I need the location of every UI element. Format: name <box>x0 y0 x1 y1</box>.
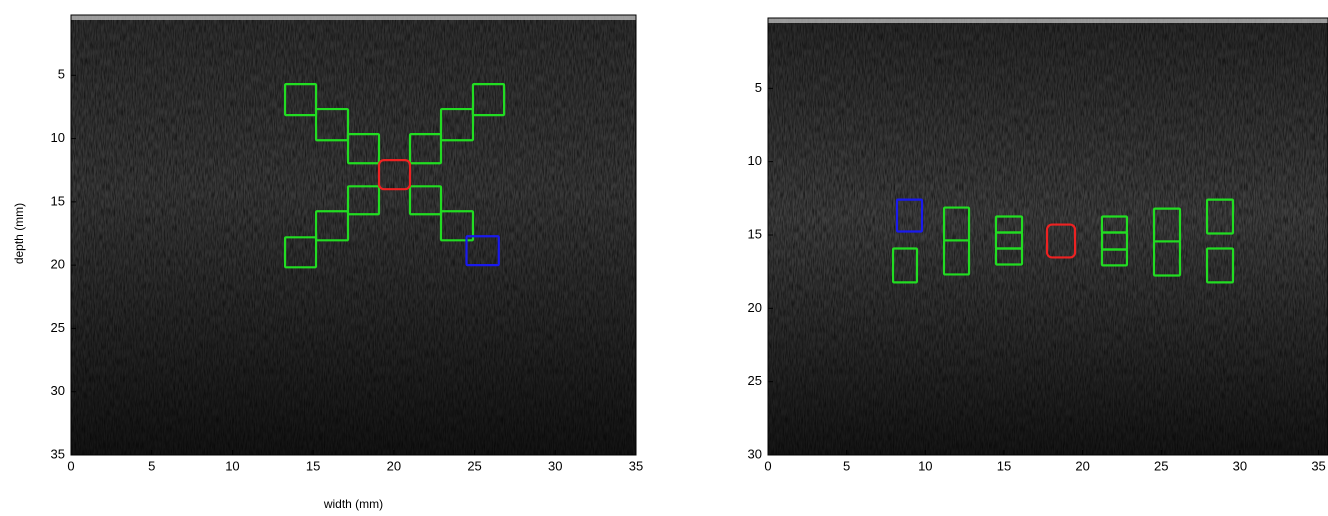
image-surface <box>71 15 636 20</box>
y-tick-label: 5 <box>755 80 762 95</box>
roi-box <box>283 236 318 269</box>
roi-box <box>895 198 924 233</box>
axes-frame <box>767 17 1328 456</box>
x-tick-label: 0 <box>764 458 771 473</box>
y-tick-label: 5 <box>58 67 65 82</box>
x-tick-label: 5 <box>148 458 155 473</box>
roi-box <box>439 107 475 142</box>
x-tick-label: 35 <box>629 458 643 473</box>
roi-box <box>1100 248 1129 267</box>
roi-box <box>1205 198 1235 235</box>
x-tick-label: 35 <box>1311 458 1325 473</box>
y-tick-label: 20 <box>748 300 762 315</box>
y-tick-label: 30 <box>748 446 762 461</box>
roi-box <box>346 185 381 216</box>
roi-box <box>1205 247 1235 284</box>
roi-box <box>377 158 412 191</box>
y-tick-label: 25 <box>51 320 65 335</box>
x-tick-label: 20 <box>1075 458 1089 473</box>
roi-box <box>465 235 500 267</box>
y-tick-label: 15 <box>748 226 762 241</box>
y-tick-label: 10 <box>51 130 65 145</box>
y-tick-label: 25 <box>748 373 762 388</box>
roi-box <box>408 185 443 216</box>
x-tick-label: 30 <box>1233 458 1247 473</box>
roi-box <box>408 133 443 165</box>
x-tick-label: 25 <box>1154 458 1168 473</box>
roi-box <box>994 247 1024 266</box>
roi-box <box>471 83 506 117</box>
y-tick-label: 10 <box>748 153 762 168</box>
roi-box <box>314 210 350 242</box>
y-tick-label: 30 <box>51 383 65 398</box>
roi-box <box>942 239 971 276</box>
x-tick-label: 10 <box>918 458 932 473</box>
y-axis-label: depth (mm) <box>12 203 26 264</box>
roi-box <box>314 107 350 142</box>
image-speckle <box>71 15 636 455</box>
x-tick-label: 30 <box>548 458 562 473</box>
roi-box <box>346 133 381 165</box>
x-tick-label: 20 <box>387 458 401 473</box>
roi-box <box>439 210 475 242</box>
roi-box <box>891 247 919 284</box>
x-tick-label: 25 <box>467 458 481 473</box>
axes-frame <box>70 14 637 456</box>
x-tick-label: 5 <box>843 458 850 473</box>
x-tick-label: 10 <box>225 458 239 473</box>
x-tick-label: 0 <box>67 458 74 473</box>
roi-box <box>1152 240 1182 277</box>
y-tick-label: 15 <box>51 193 65 208</box>
y-tick-label: 35 <box>51 446 65 461</box>
image-surface <box>768 18 1328 23</box>
x-tick-label: 15 <box>306 458 320 473</box>
x-axis-label: width (mm) <box>323 497 383 511</box>
roi-box <box>1045 223 1077 259</box>
roi-box <box>283 83 318 117</box>
y-tick-label: 20 <box>51 257 65 272</box>
x-tick-label: 15 <box>997 458 1011 473</box>
